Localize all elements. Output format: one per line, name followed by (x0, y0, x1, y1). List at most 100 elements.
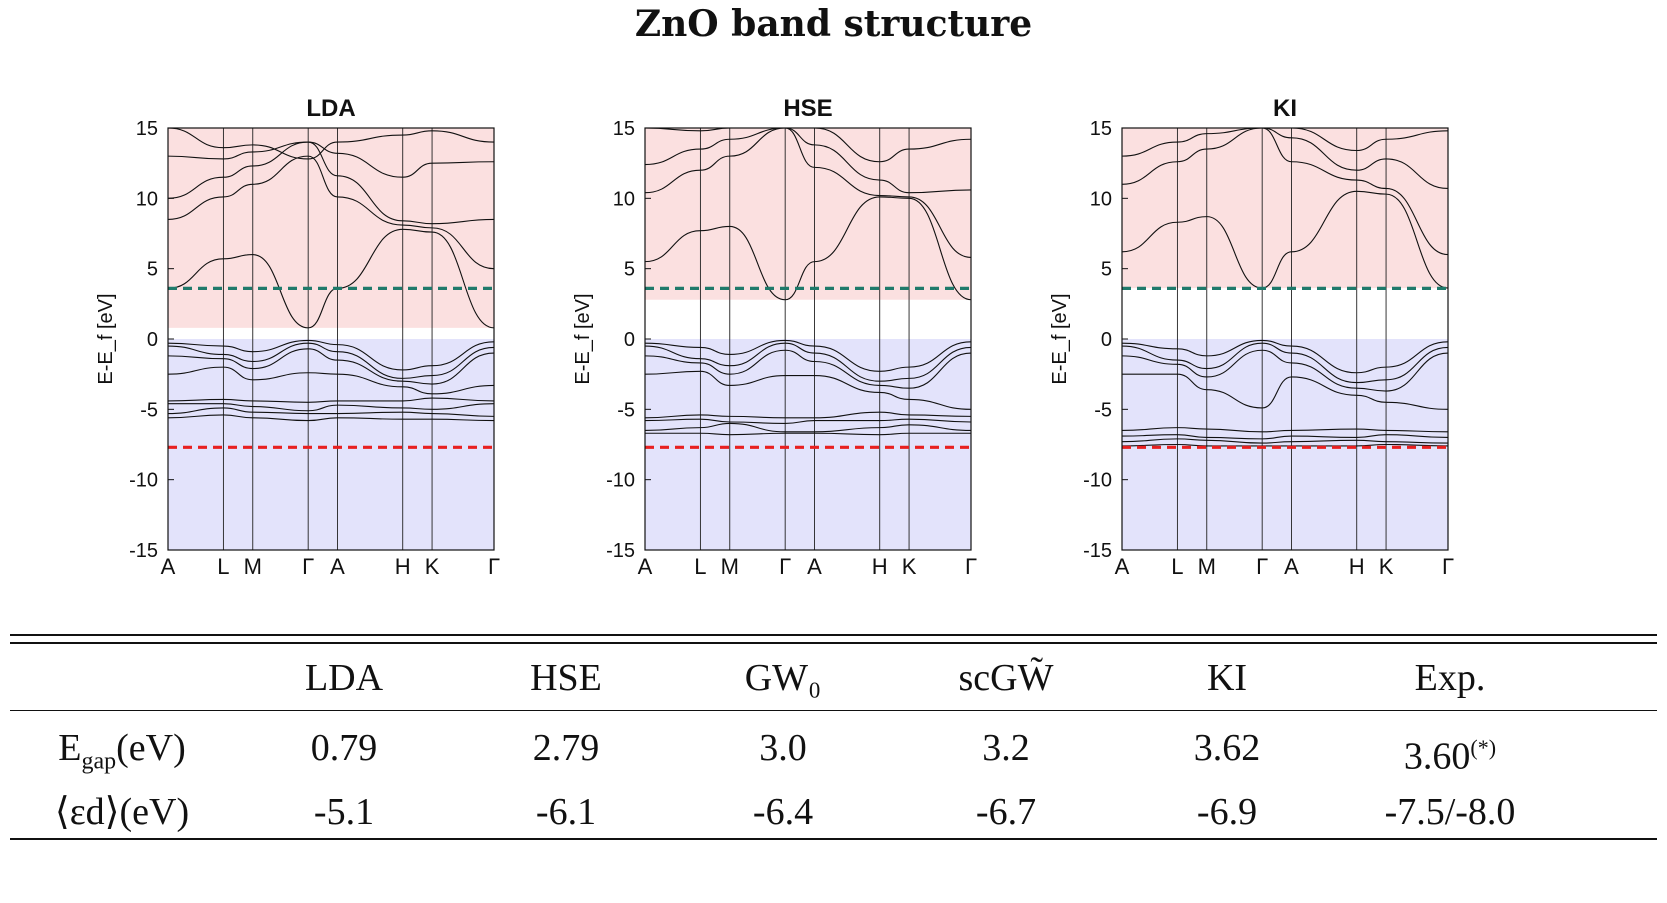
table-top-rule (10, 634, 1657, 636)
band-line (168, 397, 494, 403)
x-tick-label: M (1198, 554, 1216, 579)
y-tick-label: 15 (1090, 118, 1112, 140)
x-tick-label: M (244, 554, 262, 579)
y-tick-label: 10 (1090, 188, 1112, 210)
y-axis-label: E-E_f [eV] (1049, 293, 1071, 384)
band-line (1122, 342, 1448, 384)
row-label-main: E (58, 727, 82, 769)
x-tick-label: A (1115, 554, 1130, 579)
band-panel-hse: 15 10 5 0 -5 -10 -15 A L M Γ A H K Γ HSE E-E_f [eV] (572, 78, 1115, 638)
row-label-unit: (eV) (116, 727, 186, 769)
x-tick-label: L (1171, 554, 1183, 579)
header-cell: GW₀ (744, 657, 822, 699)
band-line (168, 141, 494, 225)
band-line (645, 422, 971, 433)
band-panel-lda: 15 10 5 0 -5 -10 -15 A L M Γ A H K Γ LDA E-E_f [eV] (95, 78, 638, 638)
header-cell: LDA (304, 657, 384, 699)
table-cell: -7.5/-8.0 (1384, 791, 1516, 833)
row-label-ed: ⟨εd⟩(eV) (54, 791, 190, 833)
y-tick-label: 15 (613, 118, 635, 140)
header-cell: KI (1206, 657, 1248, 699)
x-tick-label: Γ (779, 554, 791, 579)
band-line (168, 228, 494, 329)
band-line (1122, 128, 1448, 256)
x-tick-label: A (1284, 554, 1299, 579)
x-tick-label: A (330, 554, 345, 579)
band-line (168, 348, 494, 385)
x-tick-label: L (217, 554, 229, 579)
y-tick-label: 5 (147, 259, 158, 281)
band-line (645, 432, 971, 436)
y-tick-label: -15 (129, 540, 158, 562)
band-line (645, 349, 971, 389)
band-line (168, 414, 494, 422)
band-line (168, 366, 494, 395)
x-tick-label: A (161, 554, 176, 579)
table-cell: -6.1 (535, 791, 597, 833)
header-cell: Exp. (1414, 657, 1486, 699)
x-tick-label: A (638, 554, 653, 579)
y-tick-label: -15 (1083, 540, 1112, 562)
table-bottom-rule (10, 838, 1657, 840)
y-axis-label: E-E_f [eV] (572, 293, 594, 384)
header-cell: scGW̃ (958, 657, 1054, 699)
x-tick-label: Γ (965, 554, 977, 579)
y-tick-label: 0 (624, 329, 635, 351)
x-tick-label: M (721, 554, 739, 579)
band-line (645, 342, 971, 382)
y-tick-label: -10 (129, 470, 158, 492)
x-tick-label: Γ (302, 554, 314, 579)
band-line (645, 128, 971, 194)
x-tick-label: K (902, 554, 917, 579)
band-group (645, 128, 971, 436)
y-tick-label: 0 (1101, 329, 1112, 351)
conduction-region (645, 128, 971, 300)
band-line (1122, 434, 1448, 440)
band-line (1122, 349, 1448, 392)
conduction-region (1122, 128, 1448, 289)
y-tick-label: 5 (624, 259, 635, 281)
table-cell: 3.62 (1193, 727, 1261, 769)
band-line (1122, 128, 1448, 190)
y-tick-label: -5 (617, 399, 635, 421)
band-line (168, 155, 494, 270)
x-tick-label: K (1379, 554, 1394, 579)
band-line (645, 196, 971, 301)
y-tick-label: 5 (1101, 259, 1112, 281)
footnote-marker: (*) (1470, 735, 1497, 760)
table-top-rule-2 (10, 642, 1657, 644)
header-cell: HSE (530, 657, 602, 699)
table-row: ⟨εd⟩(eV) -5.1 -6.1 -6.4 -6.7 -6.9 -7.5/-… (10, 776, 1657, 848)
band-line (645, 128, 971, 258)
band-line (168, 339, 494, 371)
band-line (168, 128, 494, 160)
band-line (645, 370, 971, 410)
y-tick-label: 15 (136, 118, 158, 140)
x-tick-label: K (425, 554, 440, 579)
y-axis-label: E-E_f [eV] (95, 293, 117, 384)
y-tick-label: -5 (140, 399, 158, 421)
band-line (1122, 339, 1448, 374)
x-tick-label: H (1349, 554, 1365, 579)
table-cell: 2.79 (532, 727, 600, 769)
table-cell: -5.1 (313, 791, 375, 833)
valence-region (168, 339, 494, 550)
band-line (645, 411, 971, 419)
band-line (645, 418, 971, 424)
band-line (168, 403, 494, 412)
x-tick-label: Γ (488, 554, 500, 579)
x-tick-label: Γ (1256, 554, 1268, 579)
y-tick-label: -5 (1094, 399, 1112, 421)
y-tick-label: -10 (1083, 470, 1112, 492)
valence-region (645, 339, 971, 550)
row-label-sub: gap (81, 748, 117, 775)
table-cell: 0.79 (310, 727, 378, 769)
band-line (1122, 128, 1448, 152)
chart-title: KI (1273, 95, 1297, 122)
band-line (1122, 438, 1448, 444)
x-tick-label: L (694, 554, 706, 579)
band-group (168, 128, 494, 422)
